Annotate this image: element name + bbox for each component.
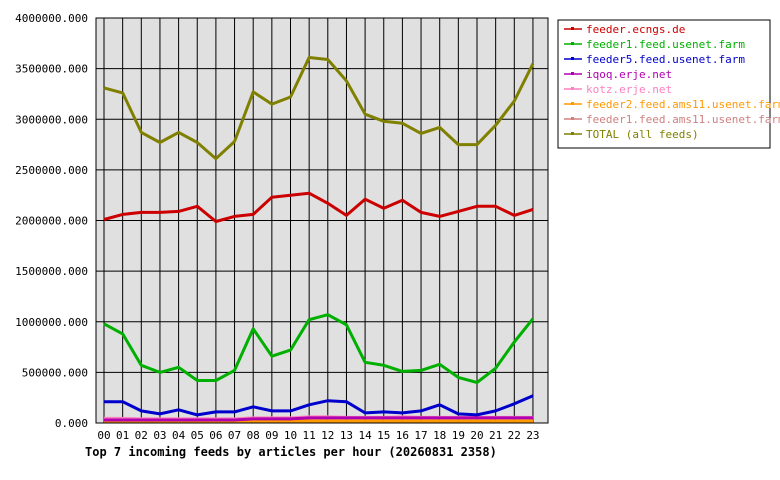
series-lines bbox=[103, 56, 535, 423]
x-tick-label: 22 bbox=[508, 429, 521, 442]
legend-label-total-all-feeds: TOTAL (all feeds) bbox=[586, 128, 699, 141]
series-line-iqoq-erje-net bbox=[104, 416, 533, 422]
x-tick-label: 10 bbox=[284, 429, 297, 442]
x-tick-label: 21 bbox=[489, 429, 502, 442]
x-tick-label: 03 bbox=[153, 429, 166, 442]
y-axis: 0.000 500000.000 1000000.000 1500000.000 200… bbox=[15, 12, 88, 430]
y-tick-label: 1500000.000 bbox=[15, 265, 88, 278]
gridlines bbox=[96, 17, 548, 424]
x-tick-label: 15 bbox=[377, 429, 390, 442]
x-tick-label: 11 bbox=[303, 429, 316, 442]
legend-marker-total-all-feeds bbox=[571, 132, 574, 135]
y-tick-label: 3500000.000 bbox=[15, 63, 88, 76]
legend-label-feeder5-feed-usenet-farm: feeder5.feed.usenet.farm bbox=[586, 53, 745, 66]
legend-label-feeder1-feed-usenet-farm: feeder1.feed.usenet.farm bbox=[586, 38, 745, 51]
x-tick-label: 17 bbox=[414, 429, 427, 442]
x-tick-label: 02 bbox=[135, 429, 148, 442]
x-tick-label: 18 bbox=[433, 429, 446, 442]
series-line-feeder-ecngs-de bbox=[103, 191, 534, 223]
legend-label-feeder2-feed-ams11-usenet-farm: feeder2.feed.ams11.usenet.farm bbox=[586, 98, 780, 111]
x-axis: 00 01 02 03 04 05 06 07 08 09 10 11 12 13 14 15 16 17 18 19… bbox=[97, 429, 539, 442]
x-tick-label: 00 bbox=[97, 429, 110, 442]
legend-marker-feeder-ecngs-de bbox=[571, 27, 574, 30]
series-line-total-all-feeds bbox=[103, 56, 535, 161]
legend-marker-iqoq-erje-net bbox=[571, 72, 574, 75]
legend-marker-kotz-erje-net bbox=[571, 87, 574, 90]
y-tick-label: 1000000.000 bbox=[15, 316, 88, 329]
x-tick-label: 09 bbox=[265, 429, 278, 442]
x-tick-label: 01 bbox=[116, 429, 129, 442]
x-tick-label: 07 bbox=[228, 429, 241, 442]
y-tick-label: 500000.000 bbox=[22, 366, 88, 379]
x-tick-label: 16 bbox=[396, 429, 409, 442]
series-line-feeder1-feed-usenet-farm bbox=[103, 313, 535, 384]
x-tick-label: 13 bbox=[340, 429, 353, 442]
legend-marker-feeder2-feed-ams11-usenet-farm bbox=[571, 102, 574, 105]
y-tick-label: 2500000.000 bbox=[15, 164, 88, 177]
legend-label-iqoq-erje-net: iqoq.erje.net bbox=[586, 68, 672, 81]
chart-title: Top 7 incoming feeds by articles per hou… bbox=[85, 445, 497, 459]
x-tick-label: 14 bbox=[358, 429, 372, 442]
legend-label-kotz-erje-net: kotz.erje.net bbox=[586, 83, 672, 96]
x-tick-label: 04 bbox=[172, 429, 186, 442]
x-tick-label: 19 bbox=[452, 429, 465, 442]
x-tick-label: 06 bbox=[209, 429, 222, 442]
legend-box bbox=[557, 19, 771, 149]
x-tick-label: 23 bbox=[526, 429, 539, 442]
x-tick-label: 12 bbox=[321, 429, 334, 442]
legend-marker-feeder1-feed-usenet-farm bbox=[571, 42, 574, 45]
x-tick-label: 08 bbox=[247, 429, 260, 442]
legend-label-feeder1-feed-ams11-usenet-farm: feeder1.feed.ams11.usenet.farm bbox=[586, 113, 780, 126]
legend-marker-feeder5-feed-usenet-farm bbox=[571, 57, 574, 60]
legend: feeder.ecngs.de feeder1.feed.usenet.farm f… bbox=[557, 19, 780, 149]
plot-border bbox=[95, 17, 549, 424]
legend-label-feeder-ecngs-de: feeder.ecngs.de bbox=[586, 23, 685, 36]
y-tick-label: 0.000 bbox=[55, 417, 88, 430]
series-line-feeder5-feed-usenet-farm bbox=[104, 394, 534, 417]
x-tick-label: 05 bbox=[191, 429, 204, 442]
y-tick-label: 3000000.000 bbox=[15, 113, 88, 126]
y-tick-label: 4000000.000 bbox=[15, 12, 88, 25]
x-tick-label: 20 bbox=[470, 429, 483, 442]
legend-marker-feeder1-feed-ams11-usenet-farm bbox=[571, 117, 574, 120]
y-tick-label: 2000000.000 bbox=[15, 215, 88, 228]
